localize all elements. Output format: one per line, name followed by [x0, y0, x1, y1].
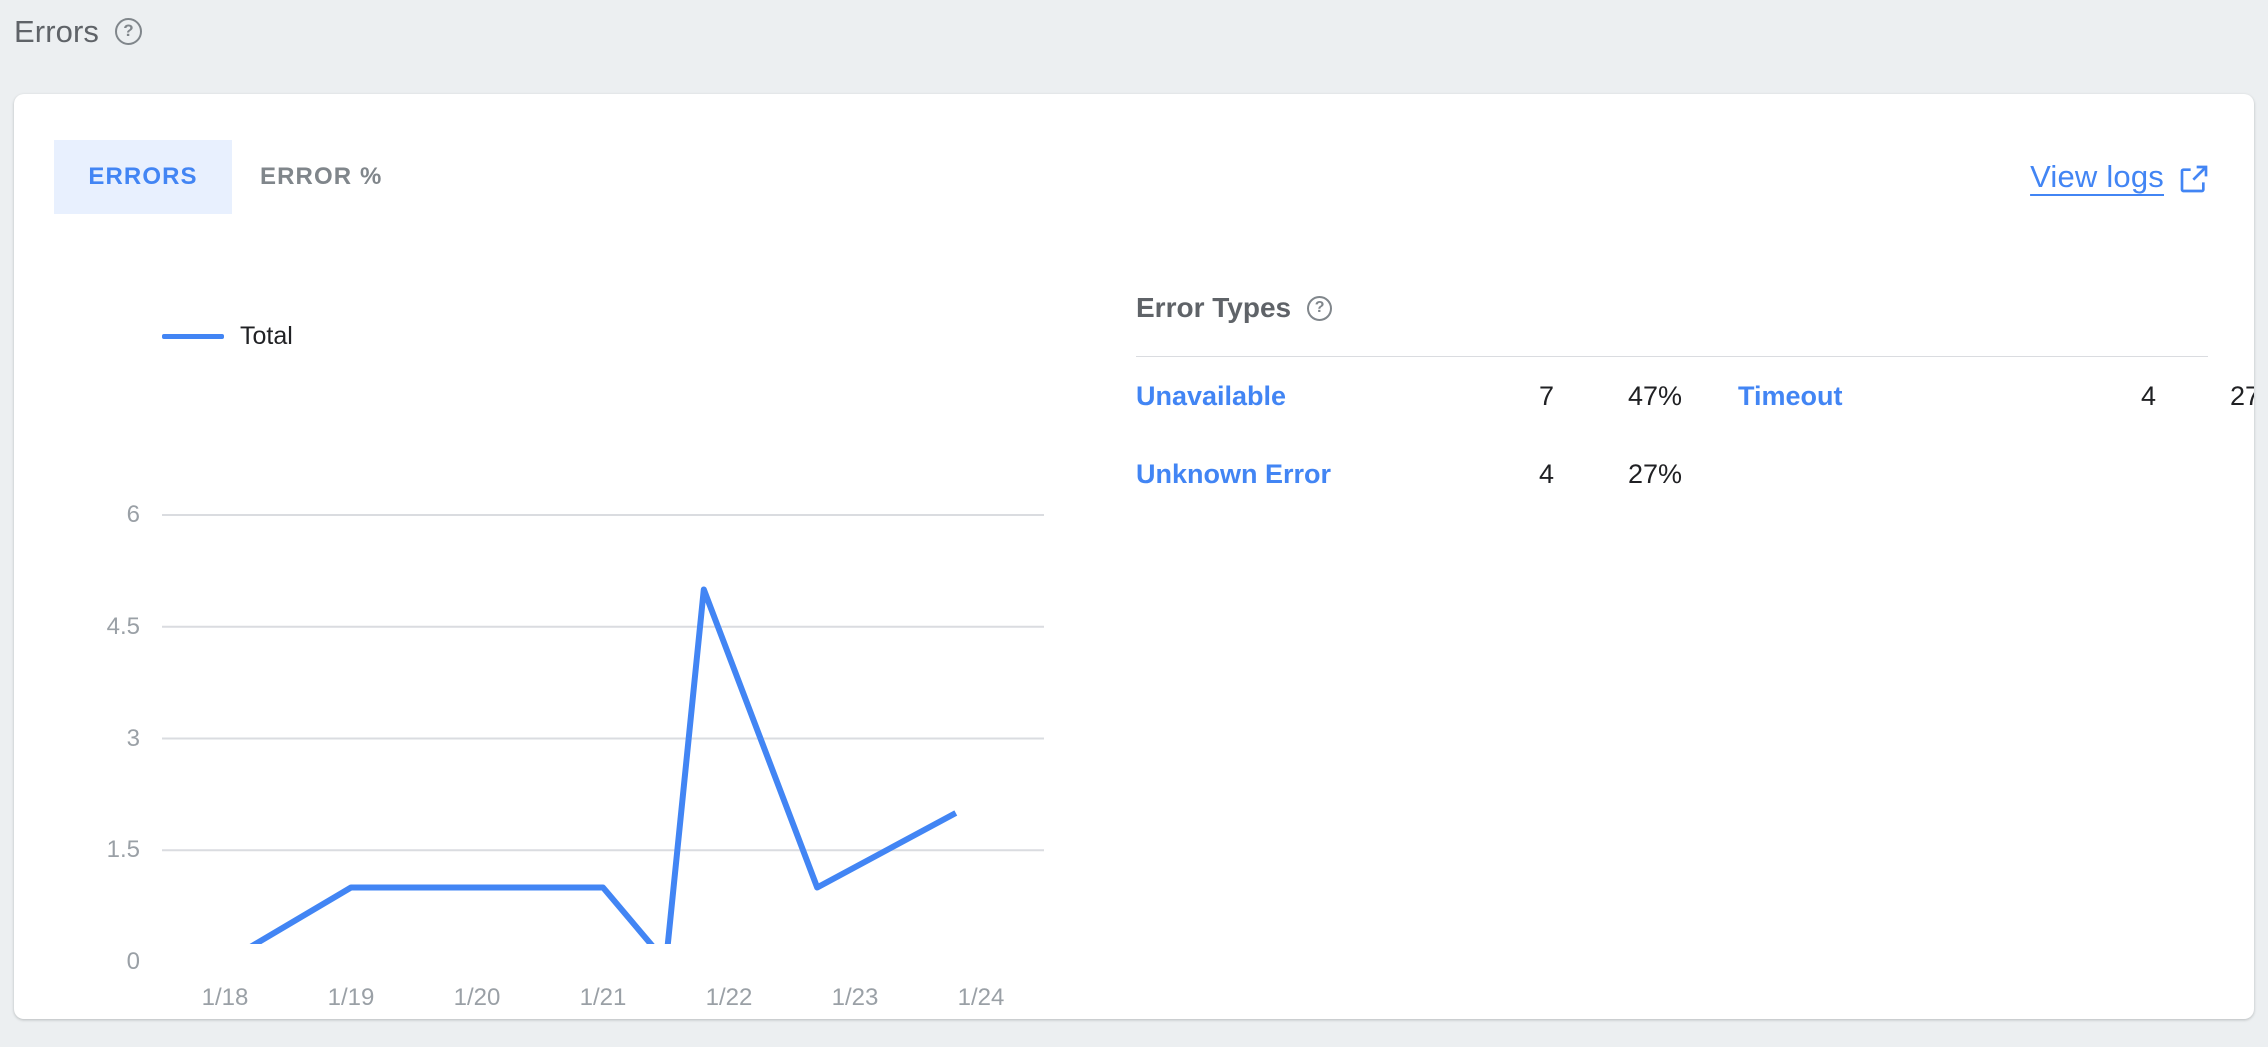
page-title: Errors — [14, 13, 99, 49]
x-axis-tick-label: 1/24 — [957, 984, 1005, 1011]
x-axis-tick-label: 1/19 — [327, 984, 375, 1011]
y-axis-tick-label: 6 — [126, 501, 140, 528]
tab-list: ERRORS ERROR % — [54, 140, 410, 214]
view-logs-link[interactable]: View logs — [2030, 159, 2210, 195]
help-circle-icon[interactable]: ? — [1307, 295, 1333, 321]
chart-plot-area[interactable]: 0 1.5 3 4.5 6 1/18 1/19 1/20 1/21 1/22 1/23 1/24 — [14, 284, 1074, 1011]
errors-line-chart: Total 0 1.5 3 4.5 6 1/18 1/19 1/20 1/21 1/22 1/23 1… — [14, 284, 1074, 1011]
tabs-row: ERRORS ERROR % View logs — [14, 140, 2254, 214]
series-line-total — [223, 586, 958, 965]
x-axis-tick-label: 1/18 — [201, 984, 249, 1011]
tab-error-percent[interactable]: ERROR % — [260, 163, 383, 190]
page-header: Errors ? — [14, 8, 142, 54]
chart-legend: Total — [162, 322, 293, 351]
error-type-link[interactable]: Timeout — [1738, 380, 1843, 411]
legend-swatch-total — [162, 334, 224, 339]
errors-card: ERRORS ERROR % View logs Total — [14, 94, 2254, 1019]
x-axis-tick-label: 1/20 — [453, 984, 501, 1011]
error-type-count: 4 — [2140, 380, 2156, 411]
error-type-count: 4 — [1538, 458, 1554, 489]
error-type-link[interactable]: Unknown Error — [1136, 458, 1332, 489]
error-type-pct: 47% — [1627, 380, 1682, 411]
y-axis-tick-label: 4.5 — [106, 612, 140, 640]
y-axis-tick-label: 1.5 — [106, 836, 140, 864]
y-axis-tick-label: 3 — [126, 724, 140, 752]
x-axis-tick-label: 1/21 — [579, 984, 627, 1011]
legend-label-total: Total — [240, 322, 293, 350]
tab-errors[interactable]: ERRORS — [54, 140, 232, 214]
external-link-icon — [2178, 163, 2210, 195]
error-type-pct: 27% — [1627, 458, 1682, 489]
error-types-panel: Error Types ? Unavailable 7 47% Timeout … — [1136, 284, 2254, 513]
error-type-count: 7 — [1538, 380, 1554, 411]
error-types-header: Error Types ? — [1136, 284, 2208, 332]
x-axis-tick-label: 1/22 — [705, 984, 753, 1011]
error-type-link[interactable]: Unavailable — [1136, 380, 1287, 411]
view-logs-label: View logs — [2030, 159, 2164, 194]
chart-svg — [162, 514, 1044, 965]
help-circle-icon[interactable]: ? — [115, 17, 142, 45]
divider — [1136, 356, 2208, 357]
y-axis-tick-label: 0 — [126, 948, 140, 975]
x-axis-tick-label: 1/23 — [831, 984, 879, 1011]
error-types-grid: Unavailable 7 47% Timeout 4 27% Unknown … — [1136, 357, 2254, 513]
error-types-title: Error Types — [1136, 292, 1292, 323]
error-type-pct: 27% — [2229, 380, 2254, 411]
